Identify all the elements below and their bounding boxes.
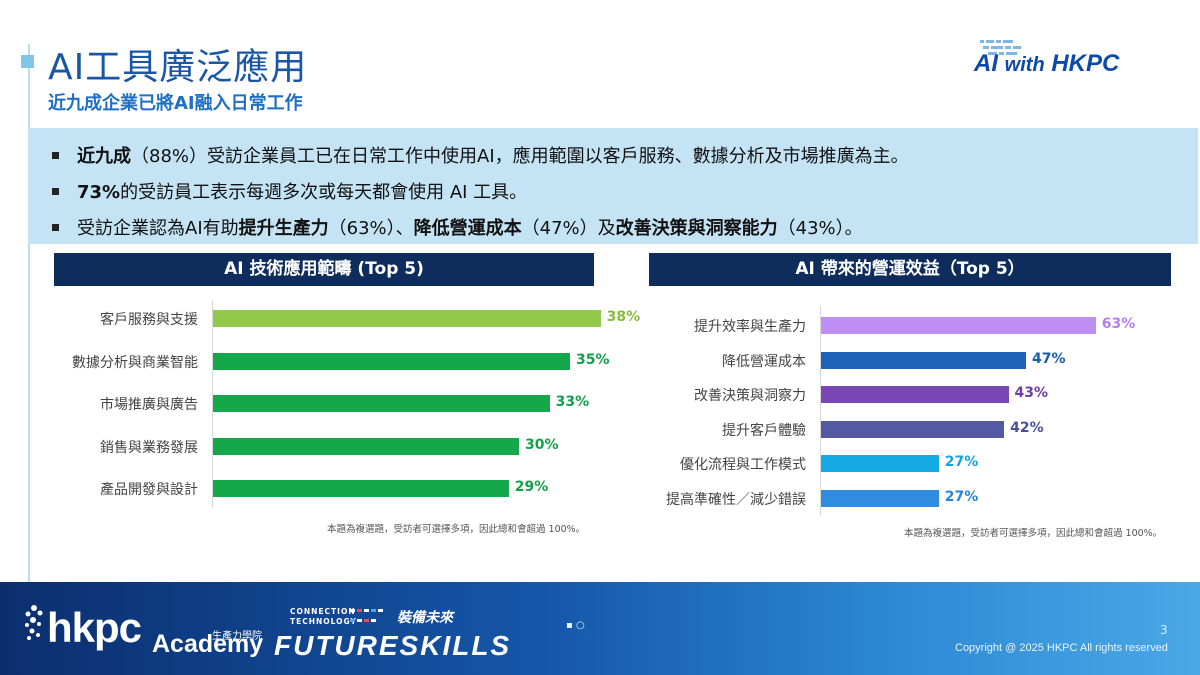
tagline-pixels-icon xyxy=(350,609,383,622)
slide-marker: ▪ ○ xyxy=(566,620,585,631)
future-skills-logo: FUTURESKILLS xyxy=(274,630,512,661)
chart-2-bar xyxy=(821,351,1026,369)
tagline-technology: TECHNOLOGY xyxy=(290,617,357,626)
logo-hkpc: HKPC xyxy=(1051,50,1120,77)
chart-1-category-label: 客戶服務與支援 xyxy=(100,312,198,328)
chart-1-category-label: 市場推廣與廣告 xyxy=(100,397,198,413)
future-skills-tagline: CONNECTION TECHNOLOGY xyxy=(290,607,357,627)
chart-2-category-label: 優化流程與工作模式 xyxy=(680,457,806,474)
bullet-3-part4: （43%）。 xyxy=(777,218,863,239)
hkpc-logo: hkpc xyxy=(47,604,142,651)
chart-1-value-label: 30% xyxy=(525,436,559,453)
key-findings-box: 近九成（88%）受訪企業員工已在日常工作中使用AI，應用範圍以客戶服務、數據分析… xyxy=(28,128,1198,244)
bullet-3: 受訪企業認為AI有助提升生產力（63%）、降低營運成本（47%）及改善決策與洞察… xyxy=(52,214,863,240)
chart-2-axis xyxy=(820,306,821,516)
chart-2-category-label: 降低營運成本 xyxy=(722,353,806,370)
bullet-1-text: （88%）受訪企業員工已在日常工作中使用AI，應用範圍以客戶服務、數據分析及市場… xyxy=(131,146,909,167)
chart-1-value-label: 33% xyxy=(555,394,590,410)
bullet-2-text: 的受訪員工表示每週多次或每天都會使用 AI 工具。 xyxy=(120,182,528,203)
chart-2-value-label: 27% xyxy=(944,489,979,505)
chart-2-value-label: 43% xyxy=(1014,385,1049,402)
decor-vertical-line xyxy=(28,44,30,592)
bullet-1-bold: 近九成 xyxy=(77,146,131,167)
chart-2-bar xyxy=(821,317,1096,334)
bullet-3-part2: （63%）、 xyxy=(328,218,414,239)
logo-ai: AI xyxy=(974,50,998,77)
chart-1-category-label: 銷售與業務發展 xyxy=(100,439,198,456)
chart-2-category-label: 提高準確性／減少錯誤 xyxy=(666,492,806,508)
chart-1-title: AI 技術應用範疇 (Top 5) xyxy=(54,253,594,286)
bullet-3-bold1: 提升生產力 xyxy=(238,218,329,239)
academy-cn-text: 生產力學院 xyxy=(212,631,262,642)
bullet-2-bold: 73% xyxy=(77,182,121,203)
chart-1-bar xyxy=(213,480,509,497)
logo-text: AI with HKPC xyxy=(974,50,1119,78)
academy-text: Academy xyxy=(152,630,264,658)
chart-2-bar xyxy=(821,455,939,473)
chart-2-title: AI 帶來的營運效益（Top 5） xyxy=(649,253,1171,286)
chart-1-value-label: 38% xyxy=(606,309,641,325)
hkpc-dots-icon xyxy=(25,605,43,640)
chart-1-bar xyxy=(213,395,550,412)
page-title: AI工具廣泛應用 xyxy=(48,47,308,88)
bullet-2: 73%的受訪員工表示每週多次或每天都會使用 AI 工具。 xyxy=(52,178,527,204)
chart-2-value-label: 47% xyxy=(1031,350,1066,367)
copyright-text: Copyright @ 2025 HKPC All rights reserve… xyxy=(955,642,1168,654)
chart-2-note: 本題為複選題，受訪者可選擇多項，因此總和會超過 100%。 xyxy=(904,528,1163,539)
future-skills-cn: 裝備未來 xyxy=(397,610,453,626)
decor-square xyxy=(21,55,34,68)
footer-bar xyxy=(0,582,1200,675)
page-subtitle: 近九成企業已將AI融入日常工作 xyxy=(48,93,303,114)
chart-2-category-label: 改善決策與洞察力 xyxy=(694,388,806,405)
bullet-3-part3: （47%）及 xyxy=(521,218,616,239)
chart-2-bar xyxy=(821,490,939,507)
chart-1-axis xyxy=(212,300,213,508)
bullet-3-part1: 受訪企業認為AI有助 xyxy=(77,218,239,239)
logo-dots-icon xyxy=(980,40,1021,55)
bullet-square-icon xyxy=(52,151,59,159)
page-number: 3 xyxy=(1160,623,1168,637)
chart-1-note: 本題為複選題，受訪者可選擇多項，因此總和會超過 100%。 xyxy=(327,524,586,535)
chart-2-category-label: 提升效率與生產力 xyxy=(694,319,806,335)
bullet-square-icon xyxy=(52,187,59,195)
chart-1-category-label: 數據分析與商業智能 xyxy=(72,354,198,371)
chart-2-value-label: 27% xyxy=(944,454,979,471)
chart-2-bar xyxy=(821,420,1005,438)
chart-2-value-label: 42% xyxy=(1010,419,1044,436)
bullet-square-icon xyxy=(52,223,59,231)
bullet-1: 近九成（88%）受訪企業員工已在日常工作中使用AI，應用範圍以客戶服務、數據分析… xyxy=(52,142,909,168)
chart-1-value-label: 29% xyxy=(514,479,549,495)
chart-1-value-label: 35% xyxy=(576,351,610,368)
chart-2-value-label: 63% xyxy=(1101,316,1136,332)
chart-2-category-label: 提升客戶體驗 xyxy=(722,422,806,439)
logo-with: with xyxy=(1004,54,1045,76)
chart-1-bar xyxy=(213,310,601,327)
tagline-connection: CONNECTION xyxy=(290,607,356,616)
chart-2-bar xyxy=(821,386,1009,404)
bullet-3-bold3: 改善決策與洞察能力 xyxy=(615,218,778,239)
chart-1-bar xyxy=(213,437,519,455)
bullet-3-bold2: 降低營運成本 xyxy=(413,218,522,239)
chart-1-bar xyxy=(213,352,570,370)
ai-with-hkpc-logo: AI with HKPC xyxy=(968,38,1168,86)
chart-1-category-label: 產品開發與設計 xyxy=(100,482,198,498)
